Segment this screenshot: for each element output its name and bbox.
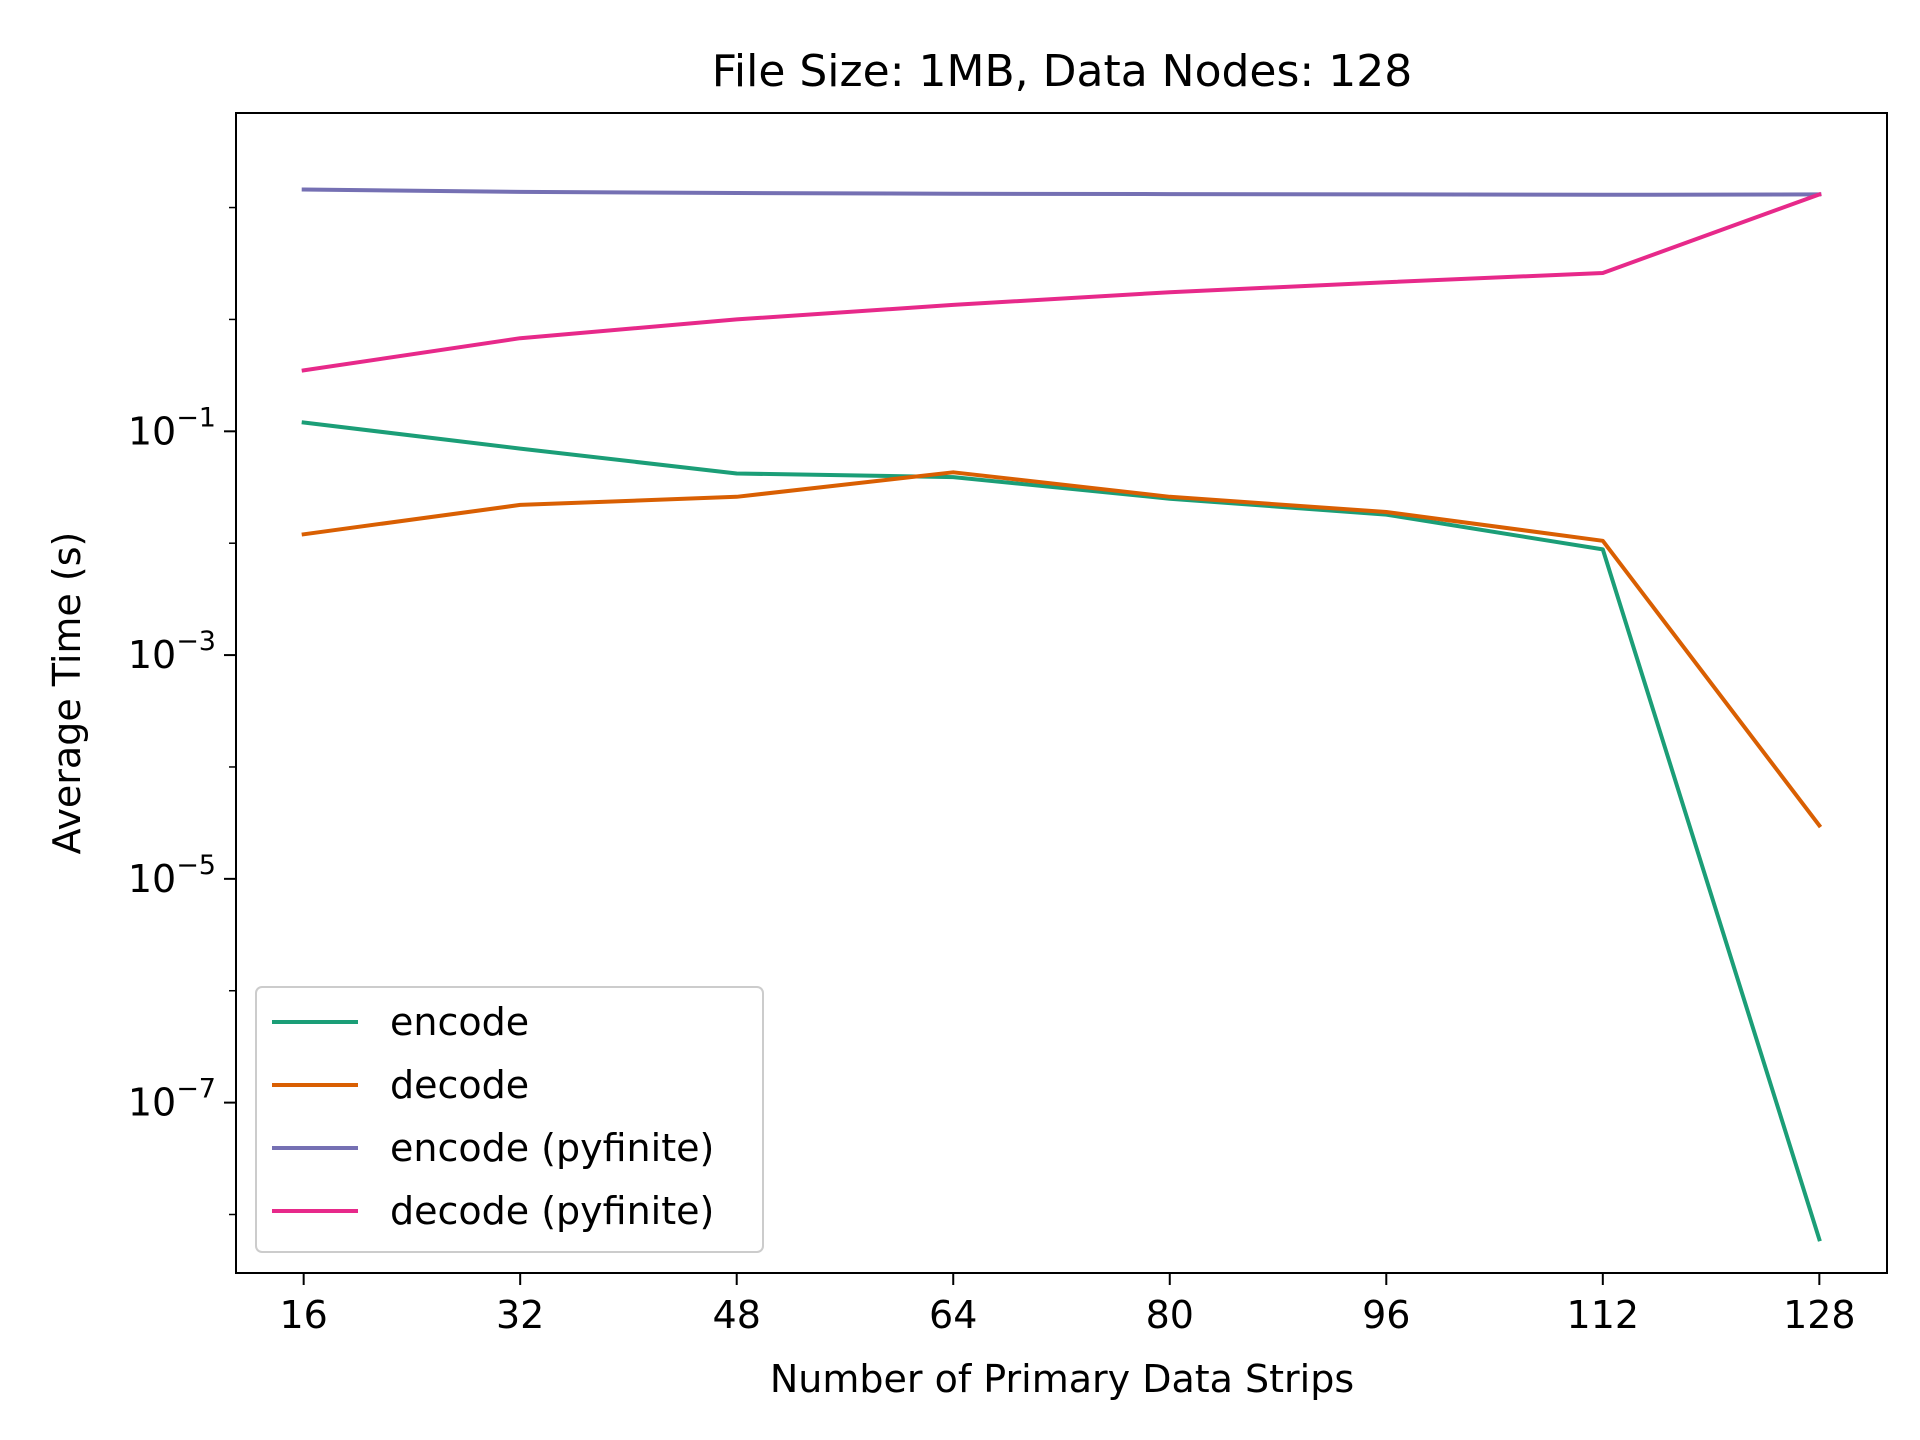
x-tick-label: 16	[279, 1293, 327, 1337]
chart-title: File Size: 1MB, Data Nodes: 128	[712, 46, 1412, 97]
x-tick-label: 112	[1567, 1293, 1640, 1337]
y-tick-label: 10−7	[128, 1074, 216, 1125]
x-tick-label: 128	[1783, 1293, 1856, 1337]
legend-frame	[255, 986, 764, 1253]
series-line-decode-pyfinite	[301, 191, 1822, 373]
x-tick-label: 80	[1146, 1293, 1194, 1337]
y-axis-label: Average Time (s)	[45, 532, 89, 855]
series-line-decode	[301, 470, 1823, 829]
legend-label-decode: decode	[390, 1063, 529, 1107]
x-tick-label: 48	[713, 1293, 761, 1337]
x-tick-label: 64	[929, 1293, 977, 1337]
y-axis: 10−1 10−3 10−5 10−7	[128, 206, 236, 1216]
x-tick-label: 32	[496, 1293, 544, 1337]
plot-frame	[235, 112, 1888, 1274]
series-line-encode-pyfinite	[301, 187, 1822, 197]
y-tick-label: 10−1	[128, 402, 216, 453]
legend-label-encode-pyfinite: encode (pyfinite)	[390, 1126, 714, 1170]
legend-label-decode-pyfinite: decode (pyfinite)	[390, 1189, 714, 1233]
series-layer	[301, 187, 1823, 1242]
x-axis: 16 32 48 64 80 96 112 128	[279, 1273, 1856, 1337]
x-tick-label: 96	[1362, 1293, 1410, 1337]
x-axis-label: Number of Primary Data Strips	[770, 1357, 1354, 1401]
series-line-encode	[301, 420, 1822, 1242]
legend-label-encode: encode	[390, 1000, 529, 1044]
legend: encode decode encode (pyfinite) decode (pyf…	[255, 986, 764, 1253]
y-tick-label: 10−3	[128, 626, 216, 677]
y-tick-label: 10−5	[128, 850, 216, 901]
